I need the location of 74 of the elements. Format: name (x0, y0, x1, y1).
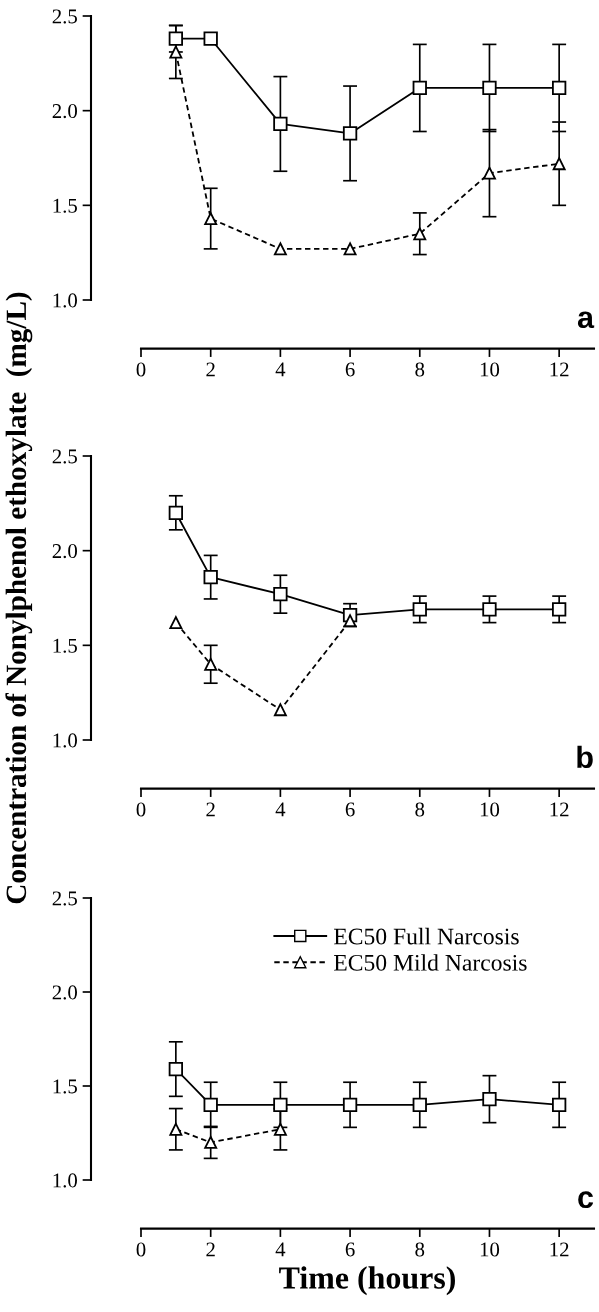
y-tick-label: 1.0 (53, 733, 78, 748)
x-tick-label: 12 (550, 802, 569, 817)
point (342, 126, 358, 141)
y-tick-label: 1.5 (53, 638, 77, 653)
legend-label: EC50 Full Narcosis (334, 927, 519, 945)
y-tick-label: 1.0 (53, 293, 78, 308)
legend-label: EC50 Mild Narcosis (334, 954, 527, 971)
x-tick-label: 8 (415, 362, 425, 377)
y-tick-label: 2.5 (52, 9, 77, 24)
y-tick-label: 2.0 (52, 985, 78, 1000)
text: a (577, 311, 595, 329)
y-tick-label: 2.5 (52, 449, 77, 464)
x-tick-label: 10 (480, 362, 500, 377)
point (412, 1097, 427, 1112)
x-tick-label: 0 (136, 1242, 146, 1257)
point (169, 616, 183, 630)
x-tick-label: 8 (415, 1242, 425, 1257)
text: c (578, 1191, 594, 1209)
point (482, 1092, 497, 1107)
x-tick-label: 12 (550, 1242, 569, 1257)
y-tick-label: 2.0 (52, 104, 78, 119)
x-tick-label: 4 (275, 802, 286, 817)
y-tick-label: 1.0 (53, 1173, 78, 1188)
point (168, 31, 184, 46)
y-tick-label: 1.5 (53, 198, 77, 213)
x-tick-label: 6 (345, 802, 355, 817)
point (203, 570, 218, 585)
point (551, 1097, 567, 1112)
x-tick-label: 0 (136, 362, 146, 377)
text: b (577, 745, 593, 769)
y-tick-label: 2.0 (52, 544, 78, 559)
y-axis-title: Concentration of Nonylphenol ethoxylate (mg/L) (5, 292, 33, 904)
point (482, 80, 497, 96)
point (273, 1097, 288, 1112)
point (551, 80, 567, 96)
x-tick-label: 6 (345, 362, 355, 377)
x-tick-label: 12 (550, 362, 569, 377)
y-tick-label: 1.5 (53, 1079, 77, 1094)
x-tick-label: 2 (206, 1242, 215, 1257)
point (343, 614, 357, 628)
point (169, 45, 183, 59)
x-tick-label: 0 (136, 802, 146, 817)
point (204, 212, 218, 226)
point (273, 1122, 287, 1136)
x-tick-label: 2 (206, 802, 215, 817)
x-axis-title: Time (hours) (279, 1266, 455, 1296)
point (342, 1097, 358, 1112)
point (412, 80, 427, 96)
point (204, 657, 218, 671)
point (168, 1061, 184, 1077)
point (413, 227, 427, 241)
point (204, 1135, 218, 1149)
x-tick-label: 10 (480, 802, 500, 817)
point (203, 1097, 218, 1112)
point (273, 703, 287, 717)
point (552, 157, 566, 171)
x-tick-label: 4 (275, 1242, 286, 1257)
point (343, 242, 357, 256)
x-tick-label: 10 (480, 1242, 500, 1257)
x-tick-label: 4 (275, 362, 286, 377)
point (168, 505, 184, 520)
x-tick-label: 6 (345, 1242, 355, 1257)
point (483, 166, 496, 180)
point (482, 602, 497, 617)
point (273, 116, 288, 132)
point (412, 602, 427, 617)
point (169, 1122, 183, 1136)
x-tick-label: 2 (206, 362, 215, 377)
point (273, 587, 288, 602)
point (273, 242, 287, 256)
point (203, 31, 218, 46)
y-tick-label: 2.5 (52, 891, 77, 906)
x-tick-label: 8 (415, 802, 425, 817)
point (551, 602, 567, 617)
